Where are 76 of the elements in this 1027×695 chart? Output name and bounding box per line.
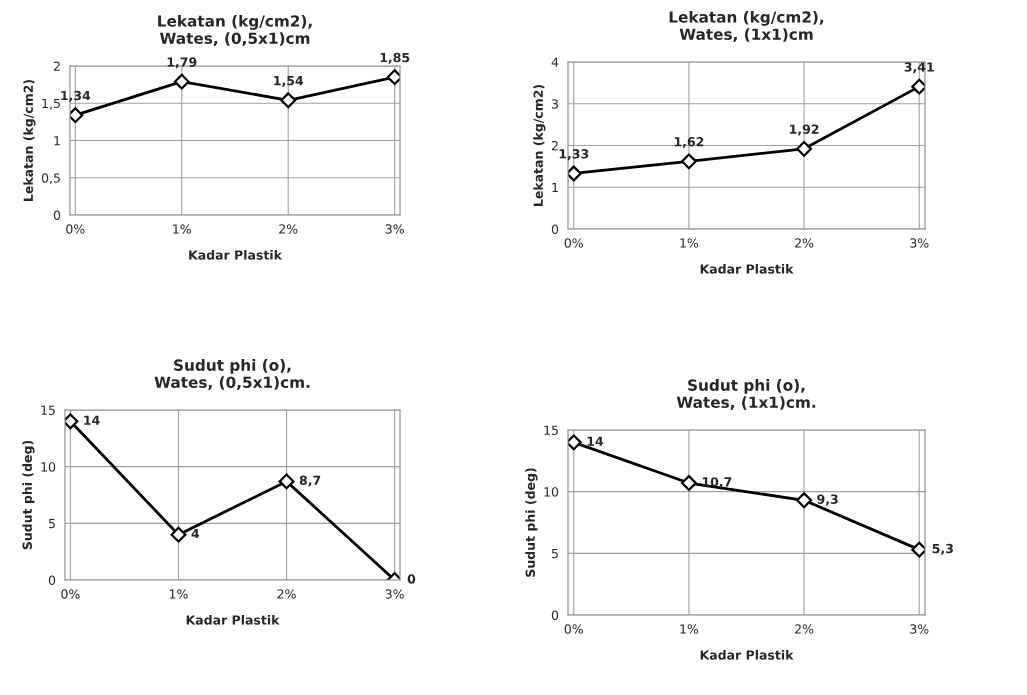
point [280, 92, 297, 109]
x-tick-label: 2% [279, 224, 298, 234]
data-label: 10,7 [702, 477, 732, 489]
x-tick-label: 0% [564, 624, 583, 634]
y-tick-label: 0 [53, 210, 61, 220]
point [680, 475, 697, 492]
point [911, 541, 925, 558]
point [796, 140, 813, 157]
x-tick-label: 1% [680, 624, 699, 634]
point [173, 73, 190, 90]
chart-title: Lekatan (kg/cm2), Wates, (0,5x1)cm [158, 14, 312, 46]
data-label: 1,34 [61, 90, 91, 102]
y-tick-label: 2 [53, 61, 60, 71]
x-tick-label: 2% [277, 589, 296, 599]
chart-title: Sudut phi (o), Wates, (1x1)cm. [676, 379, 816, 410]
x-tick-label: 2% [795, 624, 814, 634]
x-tick-label: 1% [173, 224, 191, 234]
point [568, 434, 582, 451]
x-tick-label: 0% [66, 224, 85, 234]
chart-title: Lekatan (kg/cm2), Wates, (1x1)cm [669, 10, 824, 42]
x-tick-label: 0% [61, 589, 80, 599]
point [278, 473, 295, 490]
y-axis-title: Sudut phi (deg) [22, 440, 35, 550]
data-label: 1,62 [674, 136, 704, 149]
data-label: 1,92 [790, 124, 819, 136]
y-tick-label: 3 [551, 99, 558, 109]
point [568, 165, 582, 182]
y-tick-label: 5 [48, 518, 55, 529]
x-axis-title: Kadar Plastik [186, 615, 280, 625]
y-tick-label: 0 [551, 224, 559, 234]
data-label: 1,79 [167, 57, 197, 69]
x-tick-label: 2% [795, 238, 814, 248]
data-label: 14 [84, 415, 100, 425]
y-tick-label: 0,5 [41, 173, 60, 184]
point [796, 492, 813, 509]
y-tick-label: 5 [551, 548, 558, 559]
data-label: 3,41 [904, 62, 934, 74]
y-axis-title: Lekatan (kg/cm2) [23, 79, 36, 201]
data-label: 9,3 [817, 494, 838, 506]
point [386, 69, 400, 86]
y-tick-label: 0 [551, 610, 559, 620]
data-label: 1,85 [380, 52, 410, 64]
y-tick-label: 10 [544, 487, 559, 497]
y-tick-label: 1,5 [42, 98, 60, 110]
point [170, 526, 187, 543]
data-label: 0 [407, 574, 416, 584]
x-axis-title: Kadar Plastik [700, 650, 794, 660]
data-label: 4 [191, 529, 200, 539]
y-tick-label: 4 [551, 57, 559, 67]
chart-title: Sudut phi (o), Wates, (0,5x1)cm. [154, 359, 310, 390]
y-tick-label: 1 [54, 136, 60, 146]
data-label: 14 [587, 436, 604, 446]
y-tick-label: 0 [48, 575, 56, 585]
y-tick-label: 1 [552, 182, 558, 192]
x-axis-title: Kadar Plastik [189, 250, 283, 260]
x-tick-label: 1% [169, 589, 188, 599]
y-tick-label: 10 [41, 462, 56, 472]
y-axis-title: Sudut phi (deg) [525, 468, 538, 577]
data-label: 5,3 [932, 543, 953, 555]
x-tick-label: 3% [910, 624, 929, 634]
x-tick-label: 3% [385, 589, 404, 599]
y-tick-label: 15 [544, 425, 558, 435]
y-tick-label: 15 [41, 405, 55, 415]
point [70, 107, 84, 124]
point [911, 78, 925, 95]
data-label: 8,7 [299, 475, 321, 487]
y-tick-label: 2 [551, 140, 558, 151]
x-tick-label: 1% [680, 238, 699, 248]
x-axis-title: Kadar Plastik [700, 264, 794, 274]
x-tick-label: 3% [385, 224, 404, 234]
x-tick-label: 0% [564, 238, 583, 248]
point [680, 153, 697, 170]
data-label: 1,54 [274, 76, 304, 87]
y-axis-title: Lekatan (kg/cm2) [533, 84, 546, 206]
x-tick-label: 3% [910, 238, 929, 248]
data-label: 1,33 [559, 149, 589, 161]
